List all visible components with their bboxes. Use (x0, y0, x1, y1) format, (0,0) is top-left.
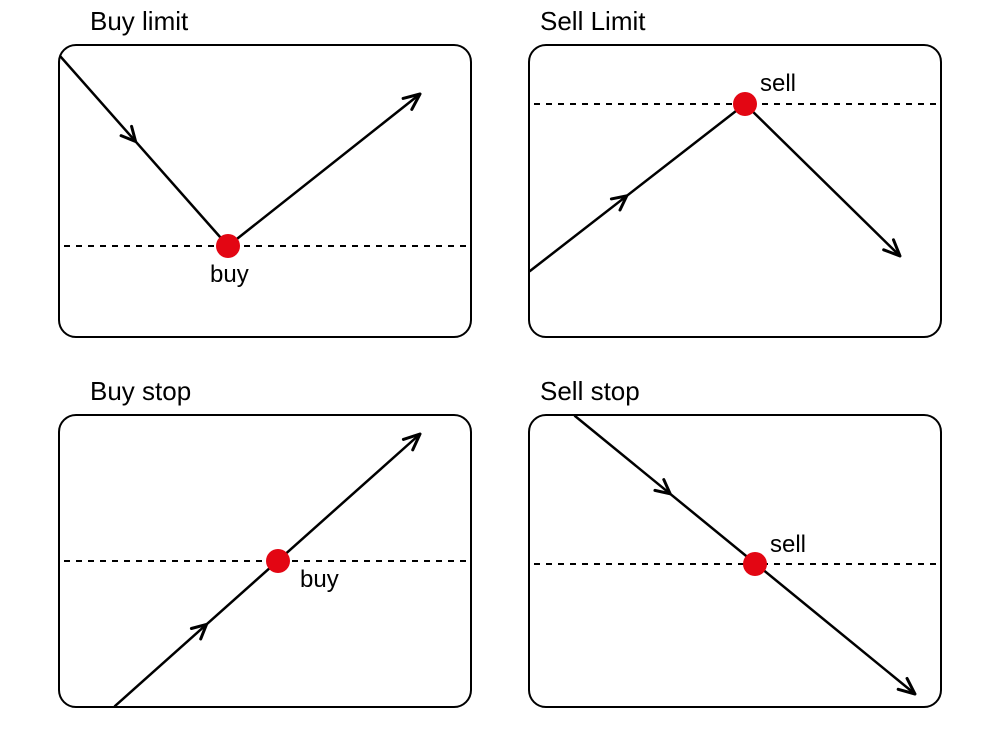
buy-limit-chart (60, 46, 470, 336)
buy-stop-point-label: buy (300, 566, 339, 594)
price-path (575, 416, 915, 694)
trigger-point (733, 92, 757, 116)
buy-limit-panel: buy (58, 44, 472, 338)
price-path (60, 56, 228, 246)
buy-stop-title: Buy stop (90, 376, 191, 407)
trigger-point (743, 552, 767, 576)
price-path (530, 104, 745, 271)
sell-limit-title: Sell Limit (540, 6, 645, 37)
price-path (745, 104, 900, 256)
buy-stop-panel: buy (58, 414, 472, 708)
sell-stop-panel: sell (528, 414, 942, 708)
buy-stop-chart (60, 416, 470, 706)
price-path (115, 434, 420, 706)
buy-limit-title: Buy limit (90, 6, 188, 37)
sell-limit-chart (530, 46, 940, 336)
order-types-diagram: Buy limit buy Sell Limit sell Buy stop buy Sel… (0, 0, 1000, 750)
trigger-point (266, 549, 290, 573)
trigger-point (216, 234, 240, 258)
sell-stop-point-label: sell (770, 531, 806, 559)
sell-stop-chart (530, 416, 940, 706)
sell-stop-title: Sell stop (540, 376, 640, 407)
sell-limit-point-label: sell (760, 70, 796, 98)
sell-limit-panel: sell (528, 44, 942, 338)
buy-limit-point-label: buy (210, 261, 249, 289)
price-path (228, 94, 420, 246)
